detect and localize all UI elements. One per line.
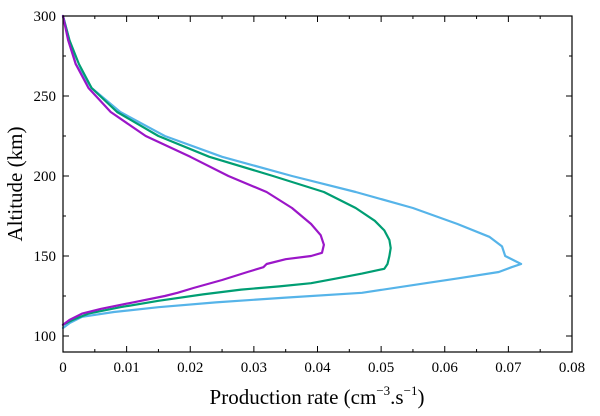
y-tick-label: 150 [34, 249, 57, 265]
x-tick-label: 0.02 [177, 360, 203, 376]
x-tick-label: 0 [59, 360, 67, 376]
x-tick-labels: 0 0.01 0.02 0.03 0.04 0.05 0.06 0.07 0.08 [59, 360, 585, 376]
y-tick-label: 100 [34, 329, 57, 345]
x-tick-label: 0.04 [304, 360, 331, 376]
x-tick-label: 0.06 [432, 360, 459, 376]
y-tick-label: 200 [34, 169, 57, 185]
x-tick-label: 0.07 [495, 360, 522, 376]
x-axis-title-main: Production rate (cm [210, 385, 377, 409]
y-tick-labels: 100 150 200 250 300 [34, 9, 57, 345]
y-axis-title: Altitude (km) [3, 127, 27, 242]
series-layer [61, 14, 523, 330]
x-tick-label: 0.01 [114, 360, 140, 376]
y-ticks [63, 15, 572, 337]
x-axis-title-end: ) [417, 385, 424, 409]
y-tick-label: 300 [34, 9, 57, 25]
x-tick-label: 0.05 [368, 360, 394, 376]
series-line-2 [61, 14, 392, 326]
series-line-3 [61, 14, 325, 326]
x-tick-label: 0.03 [241, 360, 267, 376]
x-axis-title-sup1: −3 [376, 383, 390, 398]
x-tick-label: 0.08 [559, 360, 585, 376]
x-axis-title-sup2: −1 [404, 383, 418, 398]
series-line-1 [61, 14, 523, 330]
y-tick-label: 250 [34, 89, 57, 105]
x-axis-title-mid: .s [390, 385, 403, 409]
x-ticks [62, 16, 573, 352]
x-axis-title: Production rate (cm−3.s−1) [210, 383, 425, 409]
